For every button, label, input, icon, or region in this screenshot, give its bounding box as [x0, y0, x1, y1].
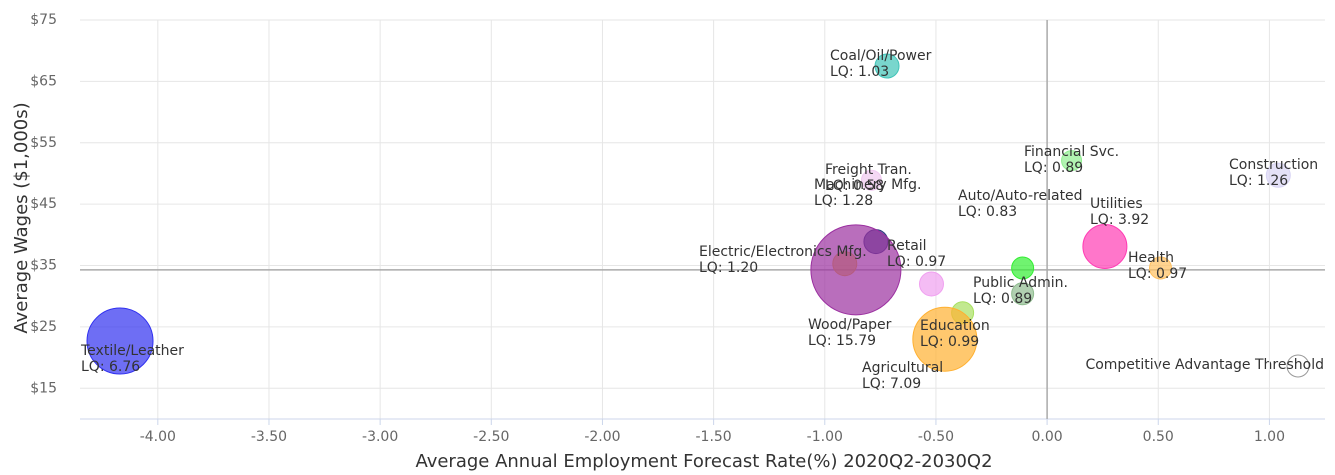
bubble	[874, 53, 900, 79]
bubble-name: Coal/Oil/Power	[830, 48, 932, 64]
bubble-name: Financial Svc.	[1024, 144, 1119, 160]
x-tick-label: 0.00	[1032, 429, 1063, 445]
bubble	[1061, 150, 1083, 172]
bubble-lq: LQ: 1.28	[814, 193, 873, 209]
bubble-name: Health	[1128, 250, 1174, 266]
bubble-lq: LQ: 1.03	[830, 64, 889, 80]
bubble-name: Utilities	[1090, 196, 1143, 212]
x-tick-label: 1.00	[1254, 429, 1285, 445]
threshold-legend-symbol	[1286, 354, 1310, 378]
bubble-lq: LQ: 0.99	[920, 334, 979, 350]
bubble-lq: LQ: 0.97	[887, 254, 946, 270]
bubble-name: Auto/Auto-related	[958, 188, 1083, 204]
x-tick-label: -1.00	[807, 429, 843, 445]
bubble	[1265, 162, 1291, 188]
y-tick-label: $15	[30, 380, 57, 396]
bubble	[860, 169, 882, 191]
bubble-lq: LQ: 7.09	[862, 376, 921, 392]
bubble-lq: LQ: 0.89	[1024, 160, 1083, 176]
bubble	[1148, 256, 1172, 280]
x-tick-label: -3.50	[251, 429, 287, 445]
bubble-name: Wood/Paper	[808, 317, 892, 333]
bubble-lq: LQ: 1.20	[699, 260, 758, 276]
bubble-name: Textile/Leather	[80, 343, 184, 359]
x-tick-label: -2.50	[473, 429, 509, 445]
x-tick-label: -0.50	[918, 429, 954, 445]
bubble-lq: LQ: 1.26	[1229, 173, 1288, 189]
bubble-lq: LQ: 0.58	[825, 178, 884, 194]
y-tick-label: $65	[30, 73, 57, 89]
bubble	[1011, 282, 1035, 306]
y-tick-label: $55	[30, 135, 57, 151]
bubble-name: Education	[920, 318, 990, 334]
bubble	[1011, 256, 1035, 280]
bubble	[918, 271, 944, 297]
x-axis-title: Average Annual Employment Forecast Rate(…	[415, 451, 992, 472]
bubble	[810, 224, 902, 316]
bubble-name: Machinery Mfg.	[814, 177, 921, 193]
y-tick-label: $45	[30, 196, 57, 212]
bubble	[86, 307, 154, 375]
bubble-name: Retail	[887, 238, 927, 254]
bubble-lq: LQ: 15.79	[808, 333, 876, 349]
x-tick-label: -2.00	[584, 429, 620, 445]
bubble-name: Construction	[1229, 157, 1318, 173]
bubble-lq: LQ: 0.83	[958, 204, 1017, 220]
threshold-label: Competitive Advantage Threshold	[1085, 357, 1324, 373]
bubble-lq: LQ: 0.89	[973, 291, 1032, 307]
bubble-name: Agricultural	[862, 360, 943, 376]
x-tick-label: -3.00	[362, 429, 398, 445]
y-tick-label: $25	[30, 319, 57, 335]
x-tick-label: -4.00	[140, 429, 176, 445]
x-tick-label: 0.50	[1143, 429, 1174, 445]
bubble-lq: LQ: 6.76	[81, 359, 140, 375]
y-axis-title: Average Wages ($1,000s)	[11, 102, 32, 333]
bubble-name: Public Admin.	[973, 275, 1068, 291]
bubble-lq: LQ: 0.97	[1128, 266, 1187, 282]
x-tick-label: -1.50	[695, 429, 731, 445]
bubble-name: Electric/Electronics Mfg.	[699, 244, 867, 260]
bubble-lq: LQ: 3.92	[1090, 212, 1149, 228]
y-tick-label: $75	[30, 12, 57, 28]
bubble	[912, 306, 978, 372]
bubble-name: Freight Tran.	[825, 162, 912, 178]
bubble	[1082, 224, 1128, 270]
y-tick-label: $35	[30, 258, 57, 274]
